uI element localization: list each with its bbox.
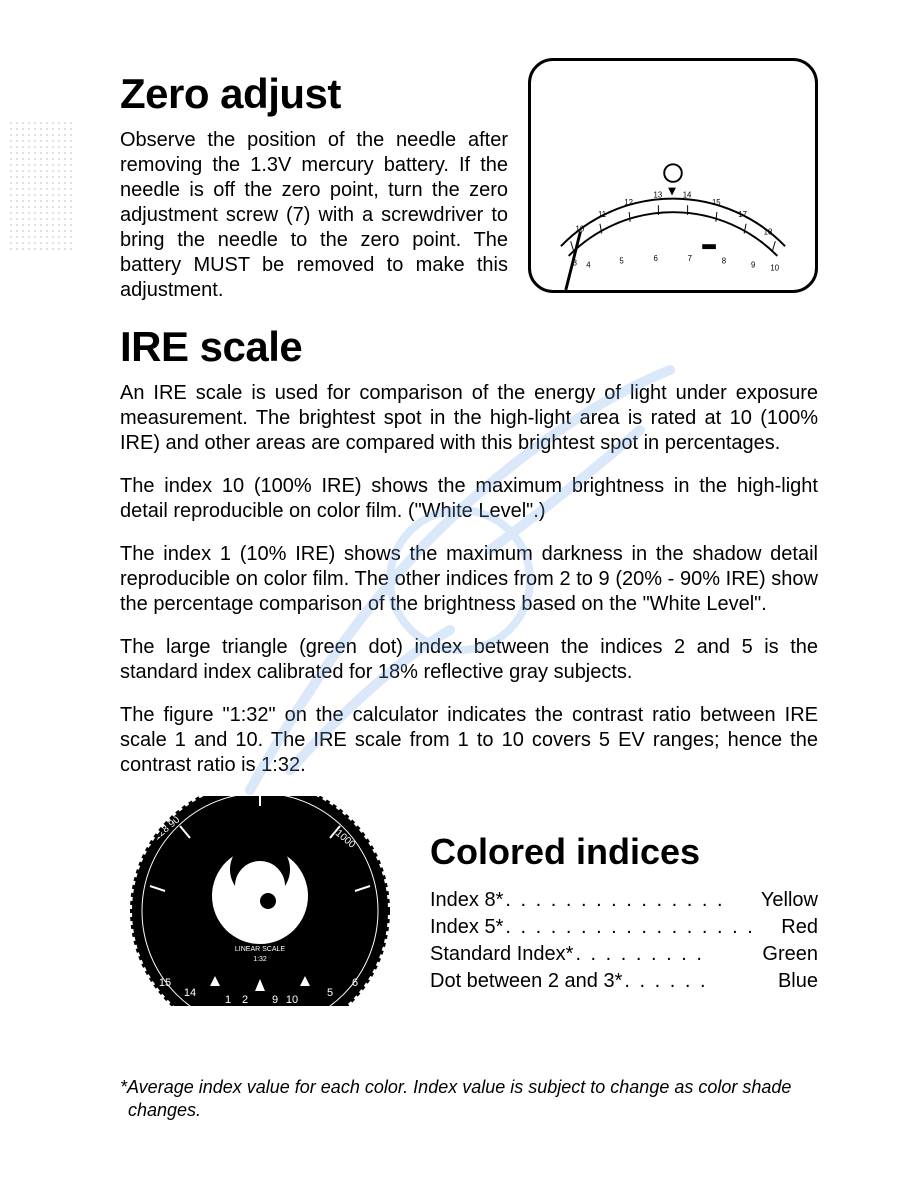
ire-p2: The index 10 (100% IRE) shows the maximu…: [120, 474, 818, 524]
svg-text:13: 13: [654, 190, 663, 199]
ire-p4: The large triangle (green dot) index bet…: [120, 635, 818, 685]
index-color: Green: [762, 941, 818, 968]
ire-scale-heading: IRE scale: [120, 323, 818, 371]
gauge-diagram: 10 11 12 13 14 15 17 18 3 4 5 6 7 8 9 10: [528, 58, 818, 293]
svg-text:14: 14: [683, 190, 692, 199]
ire-p1: An IRE scale is used for comparison of t…: [120, 381, 818, 456]
svg-text:11: 11: [598, 210, 606, 219]
index-row: Index 5* . . . . . . . . . . . . . . . .…: [430, 914, 818, 941]
svg-text:9: 9: [272, 994, 278, 1006]
svg-text:LINEAR SCALE: LINEAR SCALE: [235, 946, 286, 953]
index-color: Blue: [778, 968, 818, 995]
svg-text:6: 6: [654, 254, 658, 263]
colored-indices-heading: Colored indices: [430, 831, 818, 873]
scan-artifact: [8, 120, 73, 250]
zero-adjust-section: Observe the position of the needle after…: [120, 128, 818, 303]
svg-text:2: 2: [242, 994, 248, 1006]
svg-text:1: 1: [225, 994, 231, 1006]
index-label: Dot between 2 and 3*: [430, 968, 622, 995]
leader-dots: . . . . . . . . . . . . . . .: [503, 887, 761, 914]
index-color: Red: [781, 914, 818, 941]
svg-text:17: 17: [738, 210, 747, 219]
index-row: Index 8* . . . . . . . . . . . . . . . Y…: [430, 887, 818, 914]
svg-text:18: 18: [764, 227, 773, 236]
colored-indices-section: F 128 90 1000 LINEAR SCALE 1:32 15 14 1 …: [120, 796, 818, 1026]
svg-text:4: 4: [586, 261, 591, 270]
svg-text:6: 6: [352, 977, 358, 989]
index-label: Index 5*: [430, 914, 503, 941]
svg-text:15: 15: [712, 198, 721, 207]
svg-text:5: 5: [327, 987, 333, 999]
calculator-dial-image: F 128 90 1000 LINEAR SCALE 1:32 15 14 1 …: [120, 796, 400, 1026]
svg-text:15: 15: [159, 977, 171, 989]
ire-p5: The figure "1:32" on the calculator indi…: [120, 703, 818, 778]
index-label: Standard Index*: [430, 941, 573, 968]
index-row: Standard Index* . . . . . . . . . Green: [430, 941, 818, 968]
svg-text:10: 10: [770, 264, 779, 273]
svg-text:8: 8: [722, 257, 726, 266]
svg-text:10: 10: [286, 994, 298, 1006]
svg-text:1:32: 1:32: [253, 956, 267, 963]
svg-text:12: 12: [624, 198, 633, 207]
leader-dots: . . . . . . . . .: [573, 941, 762, 968]
footnote: *Average index value for each color. Ind…: [120, 1076, 818, 1123]
index-row: Dot between 2 and 3* . . . . . . Blue: [430, 968, 818, 995]
ire-p3: The index 1 (10% IRE) shows the maximum …: [120, 542, 818, 617]
svg-text:9: 9: [751, 261, 755, 270]
svg-text:5: 5: [619, 257, 623, 266]
index-color: Yellow: [761, 887, 818, 914]
colored-indices-content: Colored indices Index 8* . . . . . . . .…: [430, 796, 818, 995]
svg-text:14: 14: [184, 987, 196, 999]
leader-dots: . . . . . . . . . . . . . . . . .: [503, 914, 781, 941]
leader-dots: . . . . . .: [622, 968, 778, 995]
zero-adjust-body: Observe the position of the needle after…: [120, 128, 508, 303]
svg-text:7: 7: [688, 254, 692, 263]
index-label: Index 8*: [430, 887, 503, 914]
